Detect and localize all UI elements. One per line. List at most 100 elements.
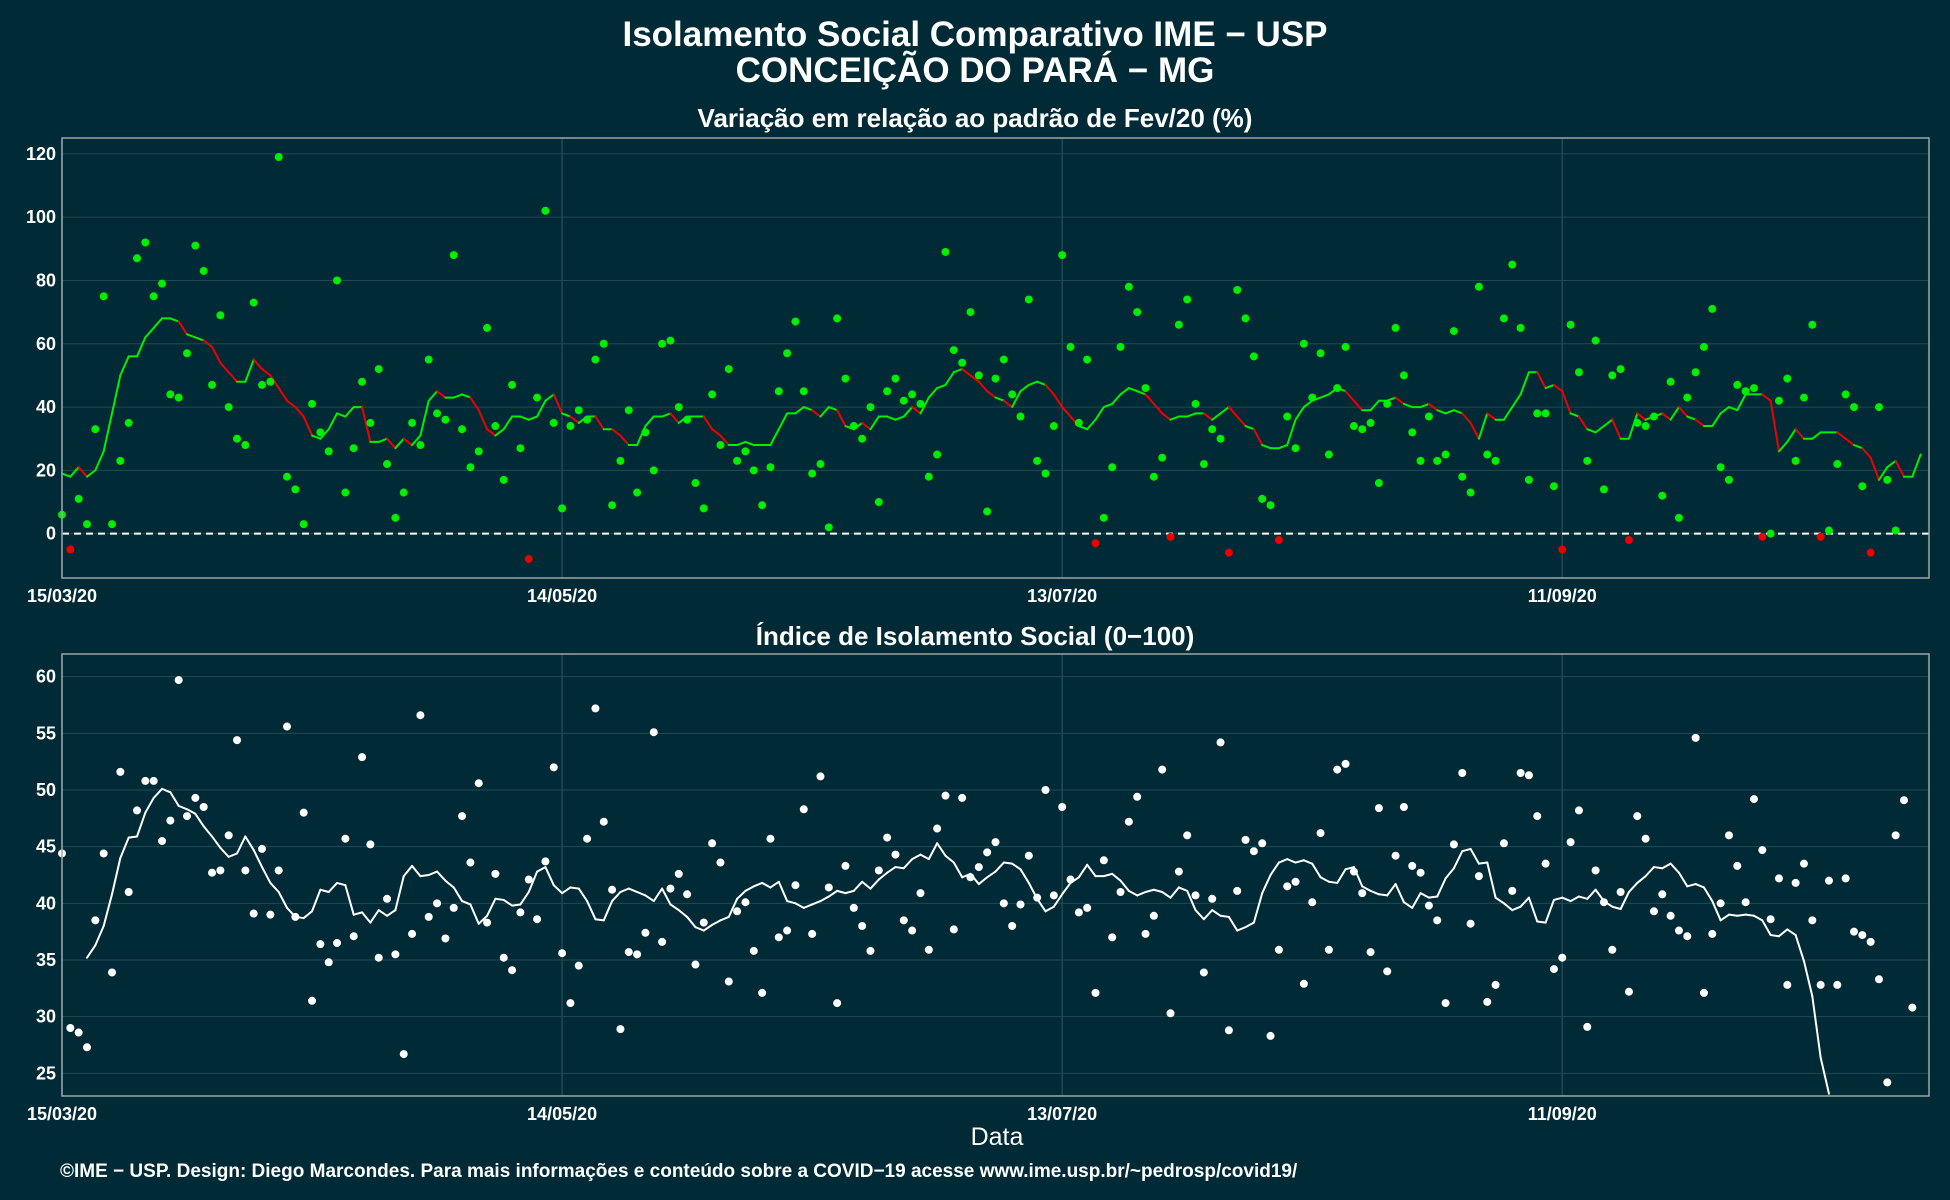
data-point: [1574, 368, 1583, 377]
moving-average-segment: [569, 415, 580, 424]
moving-average-segment: [1861, 447, 1872, 459]
moving-average-segment: [1594, 425, 1605, 434]
data-point: [849, 422, 858, 431]
moving-average-segment: [1111, 872, 1122, 882]
data-point: [1891, 526, 1900, 535]
data-point: [1833, 460, 1842, 469]
data-point: [1791, 878, 1800, 887]
data-point: [499, 475, 508, 484]
data-point: [1808, 916, 1817, 925]
moving-average-segment: [1727, 406, 1739, 412]
data-point: [816, 772, 825, 781]
data-point: [491, 422, 500, 431]
data-point: [766, 834, 775, 843]
data-point: [1799, 859, 1808, 868]
x-tick-label: 15/03/20: [27, 1104, 97, 1124]
data-point: [133, 806, 142, 815]
data-point: [1641, 422, 1650, 431]
data-point: [116, 456, 125, 465]
data-point: [716, 441, 725, 450]
moving-average-segment: [994, 396, 1005, 402]
data-point: [1758, 532, 1767, 541]
moving-average-segment: [544, 866, 555, 887]
data-point: [649, 728, 658, 737]
data-point: [799, 387, 808, 396]
data-point: [558, 504, 567, 513]
moving-average-segment: [861, 880, 872, 890]
data-point: [1333, 765, 1342, 774]
moving-average-segment: [486, 897, 497, 917]
moving-average-segment: [1061, 406, 1072, 418]
data-point: [874, 866, 883, 875]
data-point: [1191, 891, 1200, 900]
data-point: [1491, 980, 1500, 989]
moving-average-segment: [661, 887, 672, 906]
data-point: [1266, 501, 1275, 510]
moving-average-segment: [1219, 914, 1230, 918]
data-point: [1566, 838, 1575, 847]
moving-average-segment: [1111, 393, 1122, 405]
moving-average-segment: [1011, 390, 1022, 409]
moving-average-segment: [811, 900, 822, 906]
data-point: [1508, 260, 1517, 269]
moving-average-segment: [1311, 862, 1322, 879]
data-point: [158, 279, 167, 288]
data-point: [149, 776, 158, 785]
moving-average-segment: [827, 406, 839, 412]
data-point: [508, 966, 517, 975]
moving-average-segment: [719, 915, 730, 922]
moving-average-segment: [611, 428, 622, 437]
moving-average-segment: [594, 918, 605, 922]
moving-average-segment: [1602, 418, 1614, 428]
data-point: [658, 937, 667, 946]
moving-average-segment: [1519, 371, 1530, 396]
moving-average-segment: [519, 891, 530, 906]
moving-average-segment: [1302, 399, 1314, 409]
x-tick-label: 13/07/20: [1027, 1104, 1097, 1124]
data-point: [1566, 320, 1575, 329]
moving-average-segment: [911, 406, 922, 415]
moving-average-segment: [402, 437, 414, 447]
data-point: [1349, 867, 1358, 876]
data-point: [1366, 948, 1375, 957]
moving-average-segment: [1661, 862, 1672, 870]
data-point: [1308, 898, 1317, 907]
data-point: [224, 831, 233, 840]
data-point: [1208, 894, 1217, 903]
data-point: [499, 953, 508, 962]
moving-average-segment: [1169, 886, 1180, 899]
moving-average-segment: [1277, 444, 1289, 450]
data-point: [191, 241, 200, 250]
data-point: [1516, 323, 1525, 332]
data-point: [366, 840, 375, 849]
moving-average-segment: [1469, 421, 1480, 440]
moving-average-segment: [1394, 883, 1405, 904]
data-point: [549, 763, 558, 772]
moving-average-segment: [1261, 444, 1272, 450]
moving-average-segment: [1686, 883, 1697, 888]
data-point: [749, 946, 758, 955]
data-point: [299, 520, 308, 529]
data-point: [1083, 903, 1092, 912]
moving-average-segment: [244, 835, 255, 852]
data-point: [941, 247, 950, 256]
moving-average-segment: [194, 336, 205, 342]
moving-average-segment: [1811, 995, 1822, 1059]
moving-average-segment: [744, 440, 755, 447]
data-point: [1591, 866, 1600, 875]
moving-average-segment: [302, 415, 314, 437]
moving-average-segment: [394, 875, 405, 912]
data-point: [808, 469, 817, 478]
moving-average-segment: [777, 880, 789, 903]
data-point: [1249, 847, 1258, 856]
data-point: [724, 977, 733, 986]
data-point: [933, 450, 942, 459]
data-point: [624, 948, 633, 957]
moving-average-segment: [977, 380, 989, 393]
data-point: [1183, 295, 1192, 304]
data-point: [974, 863, 983, 872]
data-point: [924, 472, 933, 481]
moving-average-segment: [527, 415, 539, 421]
data-point: [1558, 953, 1567, 962]
moving-average-segment: [1511, 393, 1522, 409]
